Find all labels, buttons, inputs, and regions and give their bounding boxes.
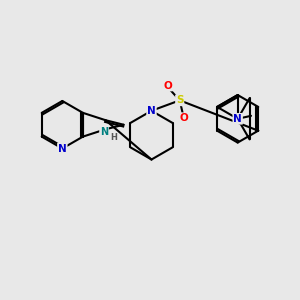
- Text: S: S: [176, 95, 184, 105]
- Text: N: N: [147, 106, 156, 116]
- Text: O: O: [179, 113, 188, 123]
- Text: N: N: [100, 127, 108, 137]
- Text: N: N: [233, 114, 242, 124]
- Text: H: H: [110, 133, 117, 142]
- Text: N: N: [58, 143, 67, 154]
- Text: O: O: [164, 80, 172, 91]
